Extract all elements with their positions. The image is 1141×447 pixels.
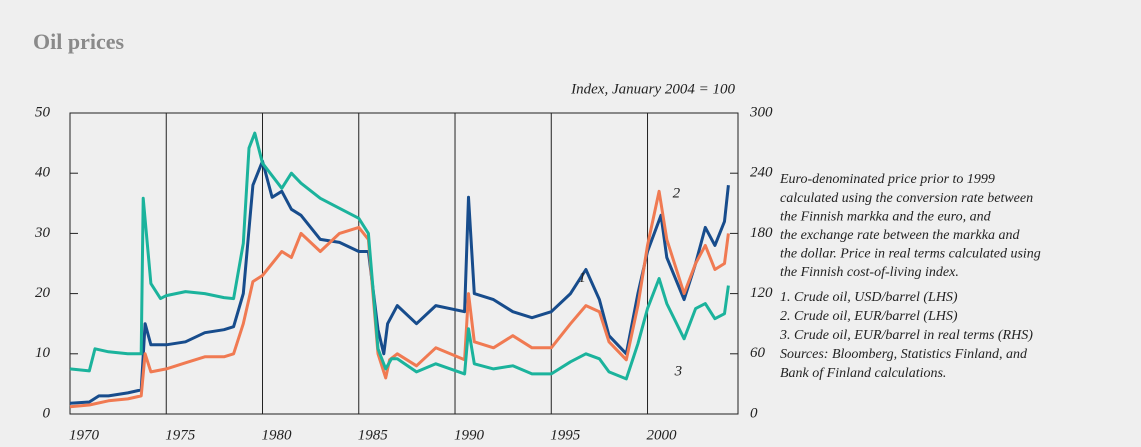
note-line: calculated using the conversion rate bet… xyxy=(780,191,1033,206)
legend-entry: 2. Crude oil, EUR/barrel (LHS) xyxy=(780,309,958,324)
note-line: the Finnish markka and the euro, and xyxy=(780,209,992,224)
x-tick-label: 2000 xyxy=(647,427,678,443)
y-tick-label: 30 xyxy=(34,225,51,241)
plot-frame xyxy=(69,112,739,415)
x-tick-label: 1995 xyxy=(550,427,581,443)
y2-tick-label: 0 xyxy=(750,405,758,421)
series-label: 1 xyxy=(578,270,586,286)
y-tick-label: 0 xyxy=(43,405,51,421)
y2-tick-label: 60 xyxy=(750,345,766,361)
line-series xyxy=(69,189,730,409)
note-line: the dollar. Price in real terms calculat… xyxy=(780,247,1041,262)
legend-entry: 3. Crude oil, EUR/barrel in real terms (… xyxy=(779,328,1033,343)
note-line: the Finnish cost-of-living index. xyxy=(780,265,959,280)
y-tick-label: 10 xyxy=(35,345,51,361)
legend-entry: 1. Crude oil, USD/barrel (LHS) xyxy=(780,290,958,305)
y-tick-label: 20 xyxy=(35,285,51,301)
line-series xyxy=(69,131,730,381)
y2-tick-label: 180 xyxy=(750,225,773,241)
note-line: Euro-denominated price prior to 1999 xyxy=(779,172,995,187)
source-line: Bank of Finland calculations. xyxy=(780,366,946,381)
y-tick-label: 40 xyxy=(35,165,51,181)
y2-tick-label: 240 xyxy=(750,165,773,181)
x-tick-label: 1990 xyxy=(454,427,485,443)
x-tick-label: 1970 xyxy=(69,427,100,443)
source-line: Sources: Bloomberg, Statistics Finland, … xyxy=(780,347,1028,362)
y2-tick-label: 120 xyxy=(750,285,773,301)
y2-tick-label: 300 xyxy=(749,104,773,120)
x-tick-label: 1985 xyxy=(358,427,389,443)
series-label: 2 xyxy=(673,186,681,202)
y-tick-label: 50 xyxy=(35,104,51,120)
x-tick-label: 1975 xyxy=(165,427,196,443)
chart-title: Oil prices xyxy=(33,29,124,54)
x-tick-label: 1980 xyxy=(262,427,293,443)
series-label: 3 xyxy=(674,363,683,379)
y2-axis-label: Index, January 2004 = 100 xyxy=(570,81,735,97)
note-line: the exchange rate between the markka and xyxy=(780,228,1020,243)
